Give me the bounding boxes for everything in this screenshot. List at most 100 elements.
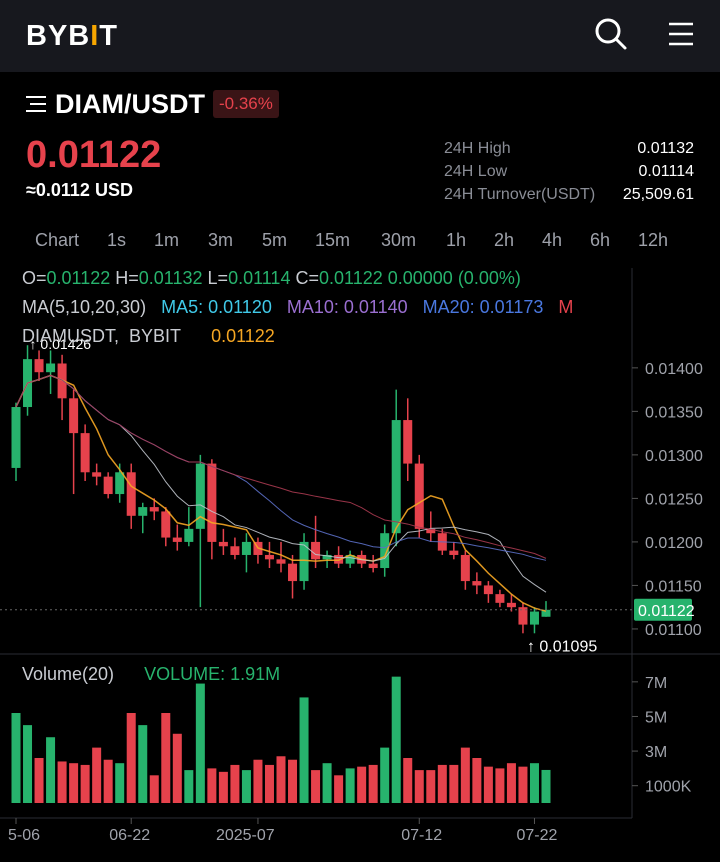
time-tick-label: 07-22 xyxy=(516,827,557,844)
volume-readout: Volume(20) VOLUME: 1.91M xyxy=(22,664,280,685)
volume-bar xyxy=(241,770,251,803)
price-tick-label: 0.01150 xyxy=(645,578,702,595)
candle-body xyxy=(334,554,344,564)
candle-body xyxy=(414,463,424,529)
current-price-label: 0.01122 xyxy=(638,603,695,620)
time-tick-label: 06-22 xyxy=(109,827,150,844)
open-label: O= xyxy=(22,268,47,288)
volume-tick-label: 1000K xyxy=(645,779,692,796)
close-label: C= xyxy=(295,268,319,288)
price-tick-label: 0.01200 xyxy=(645,535,703,552)
tab-15m[interactable]: 15m xyxy=(315,230,351,250)
candle-body xyxy=(138,507,148,516)
tab-chart[interactable]: Chart xyxy=(35,230,80,250)
candle-body xyxy=(495,594,505,603)
volume-bar xyxy=(46,737,56,803)
tab-12h[interactable]: 12h xyxy=(638,230,669,250)
max-price-label: ↑ 0.01426 xyxy=(30,336,92,352)
stat-high-label: 24H High xyxy=(444,140,511,157)
price-tick-label: 0.01400 xyxy=(645,361,703,378)
volume-bar xyxy=(207,768,217,803)
tab-6h[interactable]: 6h xyxy=(590,230,611,250)
volume-value: VOLUME: 1.91M xyxy=(144,664,281,684)
volume-bar xyxy=(184,770,194,803)
candle-body xyxy=(460,554,470,582)
hamburger-menu-icon[interactable] xyxy=(663,16,699,52)
volume-bar xyxy=(506,763,516,803)
ma-readout[interactable]: MA(5,10,20,30) MA5: 0.01120 MA10: 0.0114… xyxy=(22,297,642,318)
volume-bar xyxy=(253,759,263,803)
tab-4h[interactable]: 4h xyxy=(542,230,563,250)
candle-body xyxy=(80,433,90,473)
tab-2h[interactable]: 2h xyxy=(494,230,515,250)
tab-30m[interactable]: 30m xyxy=(381,230,417,250)
pair-header[interactable]: DIAM/USDT -0.36% xyxy=(26,88,279,120)
volume-bar xyxy=(126,713,136,803)
volume-bar xyxy=(403,758,413,803)
candle-body xyxy=(149,507,159,512)
ohlc-readout: O=0.01122 H=0.01132 L=0.01114 C=0.01122 … xyxy=(22,268,521,289)
volume-bar xyxy=(149,775,159,803)
price-candles xyxy=(11,345,551,634)
stat-turnover-value: 25,509.61 xyxy=(622,186,694,203)
candle-body xyxy=(403,420,413,464)
symbol-readout: DIAMUSDT, BYBIT 0.01122 xyxy=(22,326,275,346)
volume-tick-label: 3M xyxy=(645,744,667,761)
volume-bar xyxy=(264,764,274,803)
symbol-last-price: 0.01122 xyxy=(211,326,275,346)
candle-body xyxy=(57,363,67,399)
volume-bar xyxy=(311,770,321,803)
tab-1m[interactable]: 1m xyxy=(154,230,180,250)
bybit-logo[interactable]: BYBIT xyxy=(26,20,118,53)
candle-body xyxy=(276,559,286,564)
tab-3m[interactable]: 3m xyxy=(208,230,234,250)
time-tick-label: 5-06 xyxy=(8,827,40,844)
price-tick-label: 0.01250 xyxy=(645,491,703,508)
candle-body xyxy=(322,554,332,560)
stat-turnover-label: 24H Turnover(USDT) xyxy=(444,186,596,203)
tab-5m[interactable]: 5m xyxy=(262,230,288,250)
candle-body xyxy=(207,463,217,542)
candle-body xyxy=(184,528,194,542)
tab-1h[interactable]: 1h xyxy=(446,230,467,250)
candle-body xyxy=(506,602,516,608)
candle-body xyxy=(345,554,355,564)
volume-bar xyxy=(138,725,148,803)
ma20-line xyxy=(15,374,547,561)
last-price: 0.01122 xyxy=(26,134,162,176)
volume-bar xyxy=(69,763,79,803)
tab-1s[interactable]: 1s xyxy=(107,230,127,250)
volume-bar xyxy=(299,697,309,803)
candle-body xyxy=(311,541,321,560)
volume-title: Volume(20) xyxy=(22,664,115,684)
low-value: 0.01114 xyxy=(228,268,291,288)
volume-tick-label: 5M xyxy=(645,709,667,726)
ma-title: MA(5,10,20,30) xyxy=(22,297,147,317)
chart-axes: 0.01400 0.01350 0.01300 0.01250 0.01200 0.011… xyxy=(0,336,703,844)
search-icon[interactable] xyxy=(593,16,629,52)
volume-bar xyxy=(495,768,505,803)
price-tick-label: 0.01350 xyxy=(645,404,703,421)
candle-body xyxy=(161,511,171,538)
candle-body xyxy=(299,541,309,582)
min-price-label: ↑ 0.01095 xyxy=(527,638,597,655)
pair-name: DIAM/USDT xyxy=(55,88,205,119)
change-value: 0.00000 (0.00%) xyxy=(387,268,521,288)
volume-bar xyxy=(288,759,298,803)
volume-bar xyxy=(391,676,401,803)
volume-bar xyxy=(34,758,44,803)
stat-high-value: 0.01132 xyxy=(637,140,694,157)
candle-body xyxy=(380,533,390,569)
ma5-line xyxy=(15,374,547,612)
logo-text: BYB xyxy=(26,20,91,52)
pair-list-icon[interactable] xyxy=(26,95,46,113)
volume-bar xyxy=(218,771,228,803)
candle-body xyxy=(126,472,136,516)
volume-bar xyxy=(529,763,539,803)
last-price-usd: ≈0.0112 USD xyxy=(26,180,133,200)
volume-bar xyxy=(449,764,459,803)
candle-body xyxy=(218,541,228,547)
ma20-value: MA20: 0.01173 xyxy=(422,297,544,317)
volume-bar xyxy=(172,733,182,803)
